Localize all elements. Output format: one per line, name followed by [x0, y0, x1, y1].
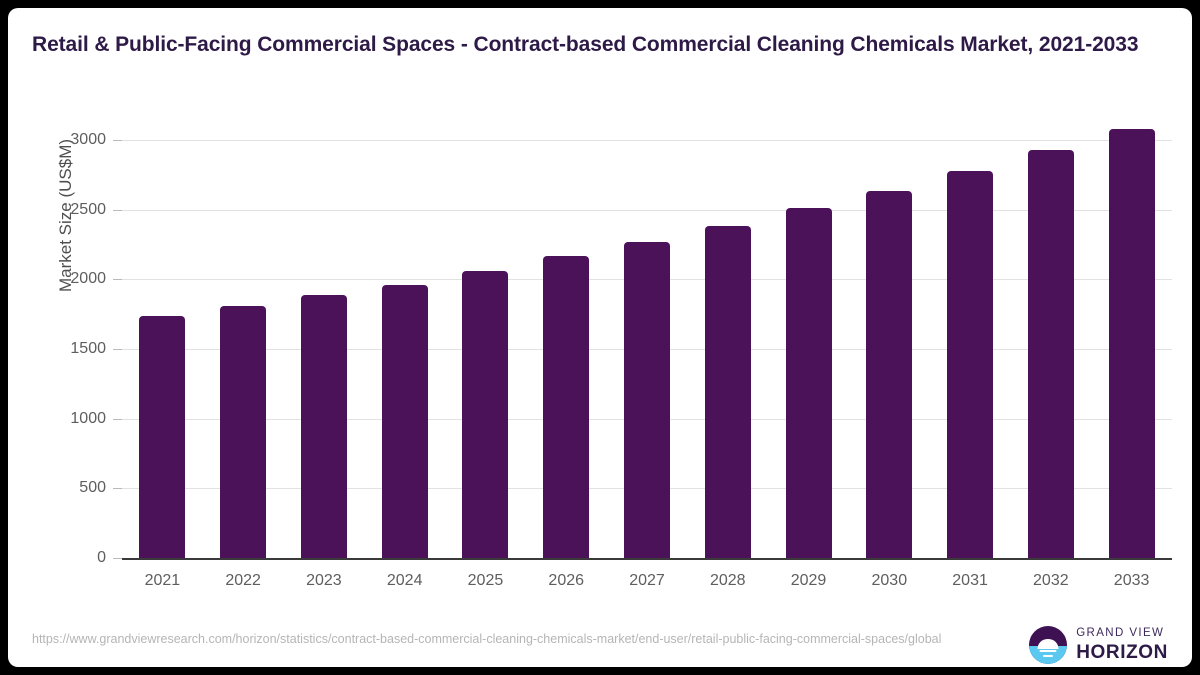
y-axis-tick-mark [113, 279, 122, 281]
source-url[interactable]: https://www.grandviewresearch.com/horizo… [32, 632, 942, 646]
logo-ray-lower [1043, 654, 1054, 657]
bar-2027[interactable] [624, 242, 670, 558]
x-axis-tick-label: 2030 [871, 572, 908, 589]
bar-2028[interactable] [704, 225, 751, 558]
grand-view-horizon-logo[interactable]: GRAND VIEW HORIZON [1029, 626, 1168, 664]
y-axis-tick-mark [113, 488, 122, 490]
bar-2031[interactable] [947, 171, 994, 558]
bar-2032[interactable] [1027, 150, 1074, 558]
plot-area: Market Size (US$M) 0 500 1000 1500 2000 2500 3… [56, 128, 1172, 589]
logo-bottom-text: HORIZON [1076, 641, 1168, 663]
x-axis-tick-label: 2027 [629, 572, 665, 589]
bar-2029[interactable] [785, 208, 832, 558]
x-axis-tick-label: 2031 [952, 572, 988, 589]
x-axis-tick-label: 2021 [144, 572, 181, 589]
x-axis-tick-label: 2033 [1113, 572, 1150, 589]
sunrise-circle-icon [1029, 626, 1068, 664]
x-axis-tick-label: 2022 [225, 572, 261, 589]
gridline [122, 209, 1172, 211]
x-axis-tick-label: 2023 [306, 572, 342, 589]
y-axis-tick-label: 2500 [70, 200, 106, 218]
y-axis-tick-mark [113, 140, 122, 141]
y-axis-tick-label: 1000 [70, 409, 106, 427]
bar-2025[interactable] [462, 270, 509, 558]
y-axis-tick-mark [113, 558, 122, 559]
x-axis-tick-label: 2026 [548, 572, 585, 589]
x-axis-tick-label: 2029 [790, 572, 827, 589]
bar-2033[interactable] [1108, 128, 1155, 558]
y-axis-tick-label: 0 [97, 549, 106, 566]
bar-2021[interactable] [139, 315, 186, 558]
logo-top-text: GRAND VIEW [1076, 627, 1165, 640]
bar-2023[interactable] [300, 295, 347, 558]
page-title: Retail & Public-Facing Commercial Spaces… [32, 33, 1139, 56]
x-axis-tick-label: 2028 [709, 572, 746, 589]
chart-card: Retail & Public-Facing Commercial Spaces… [8, 8, 1192, 667]
y-axis-tick-mark [113, 418, 122, 420]
x-axis-tick-label: 2032 [1033, 572, 1069, 589]
gridline [122, 140, 1172, 141]
bar-2022[interactable] [220, 305, 267, 558]
x-axis-tick-label: 2024 [386, 572, 423, 589]
y-axis-tick-label: 500 [79, 479, 106, 497]
y-axis-tick-label: 1500 [70, 340, 106, 357]
y-axis-tick-mark [113, 349, 122, 350]
logo-dome-shape [1037, 638, 1059, 650]
bar-2024[interactable] [381, 284, 428, 558]
y-axis-tick-mark [113, 209, 122, 211]
y-axis-tick-label: 3000 [70, 131, 106, 148]
logo-wordmark: GRAND VIEW HORIZON [1076, 628, 1168, 662]
x-axis-line [122, 558, 1172, 560]
logo-ray-upper [1039, 649, 1057, 652]
x-axis-tick-label: 2025 [467, 572, 504, 589]
y-axis-tick-label: 2000 [70, 270, 106, 288]
bar-2026[interactable] [543, 256, 590, 558]
bar-2030[interactable] [866, 190, 913, 558]
